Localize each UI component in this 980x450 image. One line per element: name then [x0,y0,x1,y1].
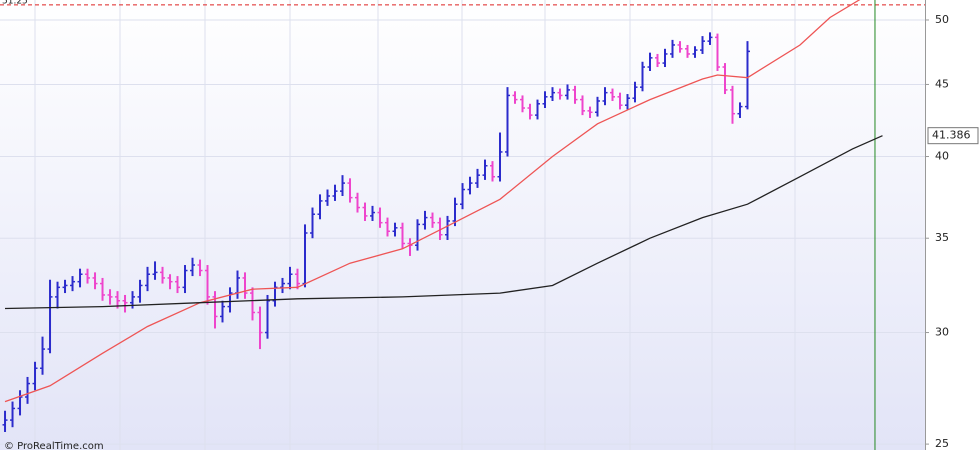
y-tick-label: 50 [935,13,949,26]
y-tick-label: 35 [935,231,949,244]
y-tick-label: 25 [935,437,949,450]
y-tick-label: 45 [935,77,949,90]
level-label: 51.25 [2,0,28,7]
y-tick-label: 30 [935,326,949,339]
moving-average [4,135,883,310]
y-tick-label: 40 [935,150,949,163]
watermark: © ProRealTime.com [4,441,104,450]
axis-background [926,0,980,450]
last-value-label: 41.386 [932,129,971,142]
last-value-box [927,127,979,145]
vertical-grid [34,0,796,450]
plot [0,0,925,450]
moving-average [4,0,861,403]
